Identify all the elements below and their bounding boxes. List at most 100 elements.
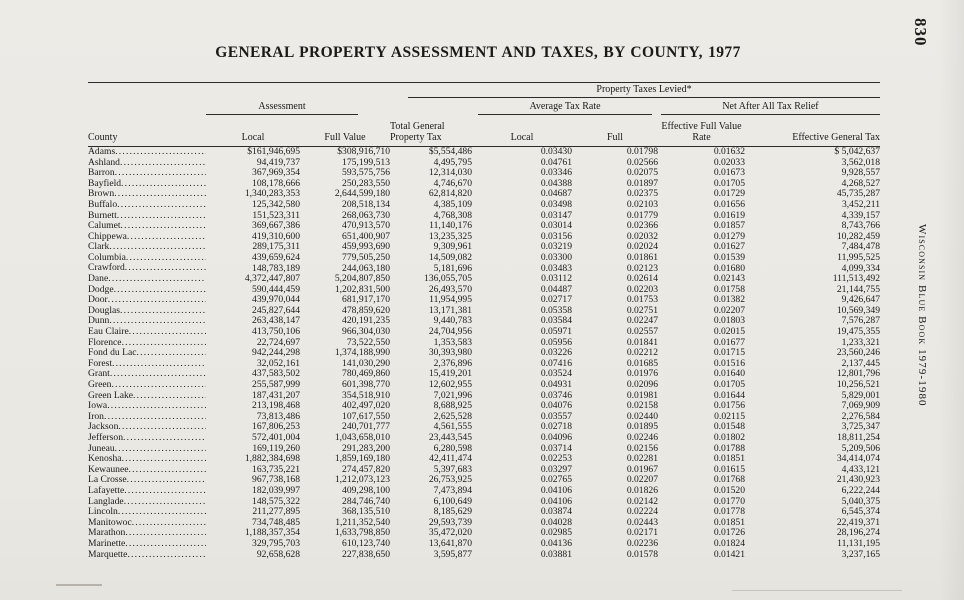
table-cell: 0.05358: [540, 305, 572, 316]
table-cell: 8,185,629: [433, 507, 472, 518]
table-cell: 0.02143: [713, 274, 745, 285]
county-name: Lafayette: [88, 485, 125, 496]
county-name: Marquette: [88, 549, 128, 560]
table-cell: 8,688,925: [433, 401, 472, 412]
table-cell: 6,280,598: [433, 443, 472, 454]
table-row: Clark 289,175,311 459,993,690 9,309,961 0.03…: [88, 242, 880, 253]
county-name: Iowa: [88, 401, 108, 412]
table-cell: 0.02246: [626, 432, 658, 443]
table-cell: 0.04931: [540, 380, 572, 391]
table-row: Kenosha 1,882,384,698 1,859,169,180 42,411,…: [88, 454, 880, 465]
dot-leader: [127, 232, 206, 243]
table-cell: 0.05971: [540, 327, 572, 338]
table-row: Ashland 94,419,737 175,199,513 4,495,795 0.0…: [88, 158, 880, 169]
group-header-assessment-label: Assessment: [206, 101, 358, 115]
county-name-cell: Marathon: [88, 528, 206, 539]
table-cell: 590,444,459: [252, 284, 300, 295]
table-cell: 244,063,180: [342, 263, 390, 274]
column-header-full-rate: Full: [572, 116, 658, 147]
county-name: Grant: [88, 369, 110, 380]
table-cell: 4,433,121: [841, 464, 880, 475]
table-cell: 169,119,260: [252, 443, 300, 454]
table-cell: 151,523,311: [252, 210, 300, 221]
county-name: Calumet: [88, 221, 121, 232]
county-name: Dodge: [88, 284, 114, 295]
table-cell: 0.03300: [540, 252, 572, 263]
table-cell: 0.01770: [713, 496, 745, 507]
book-spine-text: Wisconsin Blue Book 1979-1980: [916, 224, 928, 407]
table-cell: 610,123,740: [342, 538, 390, 549]
table-cell: 1,233,321: [841, 337, 880, 348]
dot-leader: [128, 465, 206, 476]
dot-leader: [118, 422, 206, 433]
table-row: Marquette 92,658,628 227,838,650 3,595,877 0…: [88, 550, 880, 561]
table-cell: 14,509,082: [428, 252, 472, 263]
dot-leader: [126, 253, 206, 264]
table-cell: 409,298,100: [342, 485, 390, 496]
county-name-cell: Ashland: [88, 158, 206, 169]
table-cell: 0.02566: [626, 157, 658, 168]
table-cell: 0.01826: [626, 485, 658, 496]
group-header-net-after-tax-relief: Net After All Tax Relief: [658, 100, 880, 117]
table-cell: 419,310,600: [252, 231, 300, 242]
table-cell: 22,724,697: [256, 337, 300, 348]
table-cell: 94,419,737: [256, 157, 300, 168]
table-cell: 289,175,311: [252, 242, 300, 253]
table-cell: 0.01627: [713, 242, 745, 253]
table-cell: 0.05956: [540, 337, 572, 348]
table-cell: 0.01705: [713, 178, 745, 189]
column-header-effective-general-tax: Effective General Tax: [745, 116, 880, 147]
table-cell: 0.02171: [626, 528, 658, 539]
group-header-property-taxes-levied: Property Taxes Levied*: [390, 83, 880, 100]
table-row: Chippewa 419,310,600 651,400,907 13,235,325…: [88, 232, 880, 243]
county-name: Ashland: [88, 157, 120, 168]
county-name-cell: Dane: [88, 274, 206, 285]
table-cell: 0.01705: [713, 380, 745, 391]
table-cell: 5,209,506: [841, 443, 880, 454]
table-cell: 4,339,157: [841, 210, 880, 221]
table-cell: 34,414,074: [836, 454, 880, 465]
table-cell: 0.04096: [540, 432, 572, 443]
dot-leader: [107, 401, 206, 412]
table-cell: 0.04106: [540, 485, 572, 496]
table-cell: 0.02375: [626, 189, 658, 200]
table-cell: 175,199,513: [342, 157, 390, 168]
dot-leader: [123, 433, 206, 444]
table-cell: 0.02207: [626, 475, 658, 486]
table-cell: 0.02096: [626, 380, 658, 391]
table-cell: 0.02985: [540, 528, 572, 539]
county-name-cell: Jackson: [88, 422, 206, 433]
table-cell: 0.01632: [713, 146, 745, 157]
table-cell: 0.01778: [713, 507, 745, 518]
table-cell: $308,916,710: [337, 146, 390, 157]
county-name: Green: [88, 380, 112, 391]
table-cell: 18,811,254: [837, 432, 880, 443]
county-name-cell: Kewaunee: [88, 465, 206, 476]
table-cell: 4,268,527: [841, 178, 880, 189]
county-name: Manitowoc: [88, 517, 132, 528]
dot-leader: [117, 211, 206, 222]
table-row: Jackson 167,806,253 240,701,777 4,561,555 0.…: [88, 422, 880, 433]
table-cell: 0.02158: [626, 401, 658, 412]
county-name-cell: Crawford: [88, 263, 206, 274]
county-name: Marathon: [88, 528, 126, 539]
dot-leader: [111, 380, 206, 391]
table-cell: 10,256,521: [836, 380, 880, 391]
table-cell: 9,928,557: [841, 168, 880, 179]
county-name: Dunn: [88, 316, 110, 327]
table-cell: 9,309,961: [433, 242, 472, 253]
county-name-cell: Marquette: [88, 550, 206, 561]
table-row: Fond du Lac 942,244,298 1,374,188,990 30,39…: [88, 348, 880, 359]
table-cell: 13,235,325: [428, 231, 472, 242]
table-cell: $161,946,695: [247, 146, 300, 157]
county-name: Clark: [88, 242, 110, 253]
table-cell: 593,575,756: [342, 168, 390, 179]
dot-leader: [132, 518, 206, 529]
table-row: Iowa 213,198,468 402,497,020 8,688,925 0.040…: [88, 401, 880, 412]
column-header-total-general-property-tax: Total General Property Tax: [390, 116, 472, 147]
county-name: Columbia: [88, 252, 126, 263]
table-cell: 0.03219: [540, 242, 572, 253]
table-cell: 5,829,001: [841, 390, 880, 401]
table-cell: 62,814,820: [428, 189, 472, 200]
table-cell: 284,746,740: [342, 496, 390, 507]
